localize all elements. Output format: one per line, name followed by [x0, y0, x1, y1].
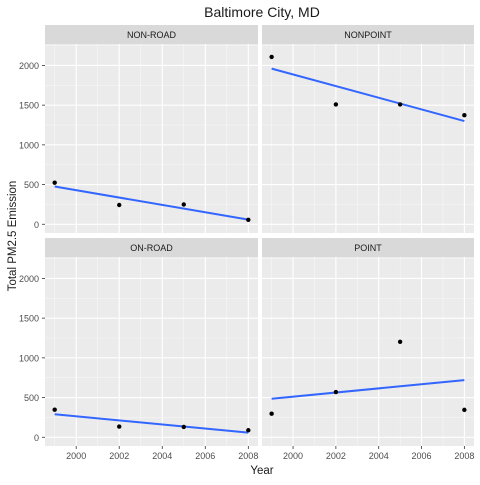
data-point [117, 424, 121, 428]
data-point [52, 181, 56, 185]
data-point [52, 408, 56, 412]
x-tick-label: 2008 [454, 451, 474, 461]
x-axis-label: Year [250, 465, 273, 477]
y-tick-label: 2000 [19, 274, 39, 284]
x-tick-label: 2004 [369, 451, 389, 461]
data-point [462, 408, 466, 412]
data-point [246, 428, 250, 432]
x-tick-label: 2002 [326, 451, 346, 461]
y-tick-label: 500 [24, 180, 39, 190]
facet-panel-nonpoint: NONPOINT [262, 25, 474, 233]
data-point [246, 218, 250, 222]
data-point [462, 113, 466, 117]
data-point [398, 340, 402, 344]
data-point [182, 202, 186, 206]
y-tick-label: 1000 [19, 353, 39, 363]
y-tick-label: 0 [34, 433, 39, 443]
x-tick-label: 2006 [195, 451, 215, 461]
data-point [269, 55, 273, 59]
y-tick-label: 2000 [19, 61, 39, 71]
y-tick-label: 500 [24, 393, 39, 403]
x-tick-label: 2008 [238, 451, 258, 461]
facet-panel-non-road: NON-ROAD 0 500 1000 1500 2000 [19, 25, 258, 233]
data-point [334, 390, 338, 394]
y-tick-label: 1500 [19, 314, 39, 324]
facet-panel-on-road: ON-ROAD 0 500 1000 1500 2000 2000 2002 2004 2006 2… [19, 238, 258, 461]
strip-label: NON-ROAD [127, 30, 176, 40]
x-tick-label: 2002 [109, 451, 129, 461]
y-tick-label: 1000 [19, 140, 39, 150]
data-point [182, 425, 186, 429]
facet-panel-point: POINT 2000 2002 2004 2006 2008 [262, 238, 474, 461]
strip-label: NONPOINT [344, 30, 392, 40]
y-axis-label: Total PM2.5 Emission [7, 181, 19, 292]
strip-label: POINT [354, 243, 382, 253]
data-point [398, 102, 402, 106]
facet-panels: NON-ROAD 0 500 1000 1500 2000 NONPOINT ON-ROAD 0… [19, 25, 474, 461]
strip-label: ON-ROAD [130, 243, 173, 253]
x-tick-label: 2000 [283, 451, 303, 461]
chart-title: Baltimore City, MD [204, 4, 320, 20]
x-tick-label: 2006 [412, 451, 432, 461]
x-tick-label: 2000 [66, 451, 86, 461]
y-tick-label: 1500 [19, 101, 39, 111]
data-point [117, 203, 121, 207]
data-point [269, 411, 273, 415]
x-tick-label: 2004 [152, 451, 172, 461]
y-tick-label: 0 [34, 220, 39, 230]
data-point [334, 102, 338, 106]
